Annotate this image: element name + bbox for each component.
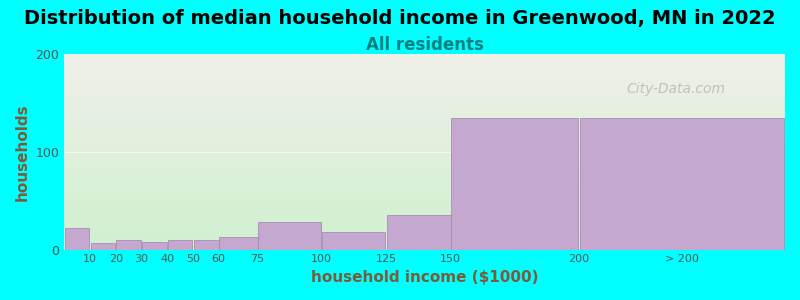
X-axis label: household income ($1000): household income ($1000) xyxy=(311,270,538,285)
Text: City-Data.com: City-Data.com xyxy=(626,82,726,96)
Bar xyxy=(90,243,115,250)
Bar xyxy=(194,240,231,250)
Bar xyxy=(117,240,141,250)
Bar xyxy=(142,242,166,250)
Bar xyxy=(451,118,578,250)
Bar xyxy=(386,215,514,250)
Bar xyxy=(580,118,784,250)
Bar xyxy=(65,228,90,250)
Bar xyxy=(322,232,386,250)
Bar xyxy=(258,222,321,250)
Y-axis label: households: households xyxy=(15,103,30,201)
Bar xyxy=(219,237,282,250)
Text: Distribution of median household income in Greenwood, MN in 2022: Distribution of median household income … xyxy=(24,9,776,28)
Bar xyxy=(168,240,192,250)
Title: All residents: All residents xyxy=(366,36,483,54)
